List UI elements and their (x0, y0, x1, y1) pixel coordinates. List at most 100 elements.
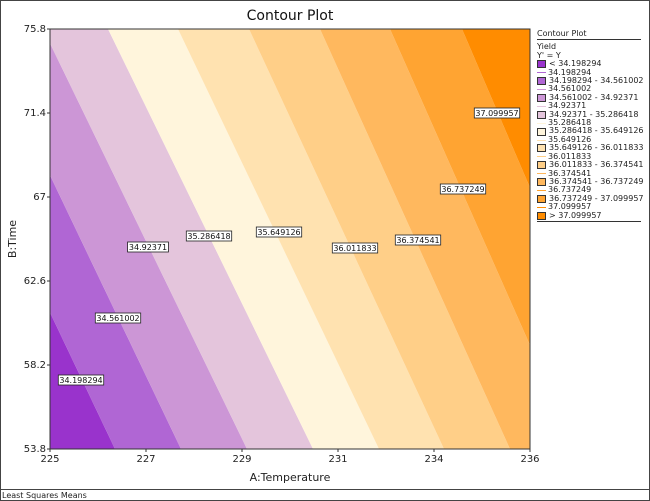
x-tick-label: 229 (232, 454, 251, 465)
legend-swatch (537, 77, 546, 86)
legend-entry-label: 36.737249 (548, 185, 592, 195)
legend-band-entry: 34.92371 - 35.286418 (537, 109, 641, 119)
contour-band (108, 29, 379, 449)
legend-line-entry: 35.649126 (537, 134, 641, 144)
status-bar: Least Squares Means (0, 489, 650, 501)
y-tick-label: 67 (33, 192, 46, 203)
contour-label-box (394, 234, 442, 246)
contour-label: 36.374541 (396, 236, 439, 245)
contour-label-box (331, 242, 379, 254)
legend-line-entry: 36.011833 (537, 151, 641, 161)
contour-band (249, 29, 510, 449)
y-tick-label: 53.8 (24, 444, 46, 455)
legend-line-entry: 36.374541 (537, 168, 641, 178)
legend-entry-label: 36.374541 - 36.737249 (549, 176, 644, 186)
legend-entry-label: 35.649126 - 36.011833 (549, 143, 644, 153)
legend-line-swatch (537, 173, 546, 175)
x-tick-label: 234 (424, 454, 443, 465)
legend-entry-label: 34.92371 - 35.286418 (549, 109, 639, 119)
contour-label: 36.011833 (333, 244, 376, 253)
legend-band-entry: 34.561002 - 34.92371 (537, 92, 641, 103)
legend-response: Yield (537, 42, 557, 52)
legend-entry-label: 36.737249 - 37.099957 (549, 193, 644, 203)
legend-entry-label: 35.649126 (548, 134, 592, 144)
legend-swatch (537, 194, 546, 203)
y-tick-label: 71.4 (24, 108, 46, 119)
legend-entry-label: 34.92371 (548, 101, 587, 111)
legend-entry-label: 36.011833 (548, 151, 592, 161)
contour-label: 35.286418 (187, 232, 230, 241)
plot-area-border (49, 28, 531, 450)
legend-band-entry: 35.649126 - 36.011833 (537, 143, 644, 153)
legend-band-entry: > 37.099957 (537, 210, 641, 220)
legend-swatch (537, 178, 546, 187)
legend-entry-label: > 37.099957 (549, 210, 602, 220)
x-tick-label: 231 (328, 454, 347, 465)
x-tick-label: 225 (40, 454, 59, 465)
legend-line-swatch (537, 89, 546, 91)
legend-band-entry: 35.286418 - 35.649126 (537, 126, 644, 136)
contour-label: 34.92371 (129, 243, 167, 252)
legend-entry-label: < 34.198294 (549, 59, 602, 69)
contour-label-box (127, 241, 169, 253)
legend-line-swatch (537, 139, 546, 141)
legend-line-swatch (537, 206, 546, 208)
contour-label: 34.561002 (96, 314, 139, 323)
contour-band (50, 29, 313, 449)
legend-band-entry: 36.737249 - 37.099957 (537, 193, 644, 203)
legend-line-entry: 34.92371 (537, 101, 641, 111)
y-axis-label: B:Time (6, 220, 19, 258)
legend-band-entry: < 34.198294 (537, 59, 641, 69)
contour-label-box (185, 230, 233, 242)
x-axis-label: A:Temperature (250, 471, 331, 484)
legend-band-entry: 36.374541 - 36.737249 (537, 176, 644, 187)
legend-line-swatch (537, 122, 546, 124)
legend-entry-label: 34.561002 - 34.92371 (549, 92, 639, 102)
legend-transform: Y' = Y (537, 50, 561, 60)
y-tick-label: 58.2 (24, 360, 46, 371)
legend-entry-label: 34.198294 - 34.561002 (549, 76, 644, 86)
contour-label-box (473, 107, 521, 119)
legend-swatch (537, 60, 546, 69)
contour-label: 36.737249 (441, 185, 484, 194)
legend-entry-label: 37.099957 (548, 202, 592, 212)
legend-line-swatch (537, 105, 546, 107)
legend-entry-label: 35.286418 - 35.649126 (549, 126, 644, 136)
legend-band-entry: 36.011833 - 36.374541 (537, 160, 644, 170)
chart-title: Contour Plot (246, 8, 334, 24)
contour-label: 37.099957 (475, 109, 518, 118)
legend-line-swatch (537, 190, 546, 192)
legend-title: Contour Plot (537, 29, 641, 41)
legend-swatch (537, 94, 546, 103)
legend-swatch (537, 127, 546, 136)
legend-entry-label: 34.561002 (548, 84, 592, 94)
legend-swatch (537, 161, 546, 170)
legend: Contour Plot Yield Y' = Y < 34.198294 34.… (537, 29, 644, 222)
legend-entry-label: 36.011833 - 36.374541 (549, 160, 644, 170)
y-tick-label: 62.6 (24, 276, 46, 287)
x-tick-label: 227 (136, 454, 155, 465)
legend-swatch (537, 110, 546, 119)
contour-label-box (255, 226, 303, 238)
contour-label-box (439, 183, 487, 195)
legend-entry-label: 36.374541 (548, 168, 592, 178)
contour-band (178, 29, 444, 449)
legend-band-entry: 34.198294 - 34.561002 (537, 76, 644, 86)
legend-line-entry: 34.561002 (537, 85, 641, 93)
x-tick-label: 236 (520, 454, 539, 465)
legend-line-entry: 34.198294 (537, 67, 641, 77)
contour-label-box (94, 312, 142, 324)
contour-label-box (57, 374, 105, 386)
legend-line-swatch (537, 72, 546, 74)
legend-swatch (537, 211, 546, 220)
legend-divider (537, 220, 641, 222)
contour-label: 35.649126 (257, 228, 300, 237)
legend-line-entry: 37.099957 (537, 202, 641, 212)
contour-label: 34.198294 (59, 376, 102, 385)
legend-line-entry: 36.737249 (537, 185, 641, 195)
legend-entry-label: 35.286418 (548, 118, 592, 128)
legend-entry-label: 34.198294 (548, 67, 592, 77)
legend-line-entry: 35.286418 (537, 118, 641, 128)
y-tick-label: 75.8 (24, 24, 46, 35)
